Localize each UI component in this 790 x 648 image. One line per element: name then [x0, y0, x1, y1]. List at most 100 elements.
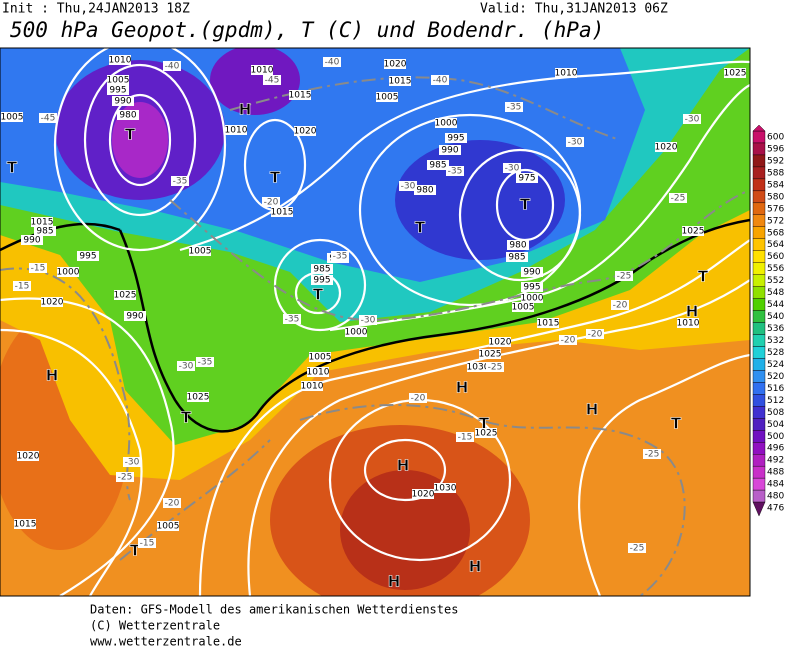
colorbar-box [752, 274, 766, 287]
isobar-label: 1000 [435, 119, 458, 129]
isobar-label: 1000 [521, 294, 544, 304]
temp-label-bg [262, 197, 280, 207]
temp-label: -40 [433, 76, 448, 86]
colorbar-box [752, 154, 766, 168]
colorbar-label: 600 [767, 133, 784, 143]
isobar-label: 1010 [251, 66, 274, 76]
pressure-center: T [7, 159, 18, 177]
temp-label: -35 [173, 177, 188, 187]
isobar-label: 995 [109, 86, 126, 96]
isobar-label: 975 [518, 174, 535, 184]
isobar-label-bg [427, 160, 449, 170]
isobar-label: 1025 [724, 69, 747, 79]
pressure-center: T [181, 409, 192, 427]
isobar-label-bg [412, 489, 434, 499]
colorbar-box [752, 298, 766, 311]
colorbar-box [752, 334, 766, 347]
colorbar-label: 588 [767, 168, 784, 178]
colorbar-label: 568 [767, 228, 784, 238]
pressure-center: T [520, 196, 531, 214]
isobar-label: 1005 [1, 113, 24, 123]
isobar-label-bg [311, 275, 333, 285]
isobar-label: 1005 [157, 522, 180, 532]
temp-label-bg [643, 449, 661, 459]
temp-label-bg [123, 457, 141, 467]
isobar-label: 1010 [307, 368, 330, 378]
isobar-label: 990 [441, 146, 458, 156]
temp-label-bg [163, 61, 181, 71]
temp-label: -20 [561, 336, 576, 346]
colorbar-label: 572 [767, 216, 784, 226]
colorbar-label: 532 [767, 336, 784, 346]
colorbar-box [752, 250, 766, 263]
isobar-label: 1015 [289, 91, 312, 101]
colorbar-box [752, 310, 766, 323]
isobar-label: 990 [126, 312, 143, 322]
colorbar-label: 584 [767, 180, 784, 190]
isobar-label-bg [384, 59, 406, 69]
pressure-center: H [686, 303, 699, 321]
isobar-label: 1015 [389, 77, 412, 87]
temp-label: -15 [458, 433, 473, 443]
isobar-label-bg [109, 55, 131, 65]
colorbar-label: 548 [767, 288, 784, 298]
isobar-label-bg [489, 337, 511, 347]
isobar-label: 1025 [114, 291, 137, 301]
isobar-label-bg [289, 90, 311, 100]
temp-label-bg [615, 271, 633, 281]
colorbar-label: 564 [767, 240, 784, 250]
temp-label-bg [39, 113, 57, 123]
temp-label: -15 [31, 264, 46, 274]
temp-label: -25 [630, 544, 645, 554]
isobar-label: 995 [447, 134, 464, 144]
colorbar-box [752, 370, 766, 383]
temp-label: -45 [41, 114, 56, 124]
temp-label-bg [177, 361, 195, 371]
isobar-label-bg [414, 185, 436, 195]
temp-label: -30 [685, 115, 700, 125]
colorbar-box [752, 178, 766, 192]
isobar-label-bg [57, 267, 79, 277]
colorbar-label: 592 [767, 156, 784, 166]
pressure-center: T [671, 415, 682, 433]
temp-label-bg [431, 75, 449, 85]
colorbar-box [752, 226, 766, 239]
isobar-label: 1015 [537, 319, 560, 329]
field [340, 470, 470, 590]
colorbar-box [752, 346, 766, 359]
temp-label: -45 [265, 76, 280, 86]
pressure-center: H [586, 401, 599, 419]
valid-time: Valid: Thu,31JAN2013 06Z [480, 2, 668, 17]
colorbar-label: 536 [767, 324, 784, 334]
isobar-label: 985 [508, 253, 525, 263]
colorbar-box [752, 477, 766, 491]
isobar-label: 1025 [479, 350, 502, 360]
pressure-center: H [397, 457, 410, 475]
isobar-label: 1020 [412, 490, 435, 500]
colorbar-label: 580 [767, 192, 784, 202]
isobar-label: 1030 [434, 484, 457, 494]
colorbar-box [752, 442, 766, 455]
colorbar-label: 496 [767, 444, 784, 454]
colorbar-box [752, 190, 766, 204]
isobar-label-bg [31, 217, 53, 227]
temp-label-bg [163, 498, 181, 508]
colorbar-box [752, 465, 766, 479]
colorbar-box [752, 382, 766, 395]
temp-label: -20 [264, 198, 279, 208]
map-title: 500 hPa Geopot.(gpdm), T (C) und Bodendr… [10, 18, 604, 42]
colorbar-label: 504 [767, 420, 784, 430]
field [210, 48, 300, 115]
colorbar-box [752, 166, 766, 180]
temp-label-bg [586, 329, 604, 339]
isobar-label: 1010 [225, 126, 248, 136]
colorbar-label: 512 [767, 396, 784, 406]
isobar-label-bg [309, 352, 331, 362]
colorbar-box [752, 418, 766, 431]
temp-label-bg [669, 193, 687, 203]
isobar-label: 1015 [271, 208, 294, 218]
isobar-label: 1005 [512, 303, 535, 313]
temp-label: -15 [15, 282, 30, 292]
footer-line: www.wetterzentrale.de [90, 635, 242, 648]
